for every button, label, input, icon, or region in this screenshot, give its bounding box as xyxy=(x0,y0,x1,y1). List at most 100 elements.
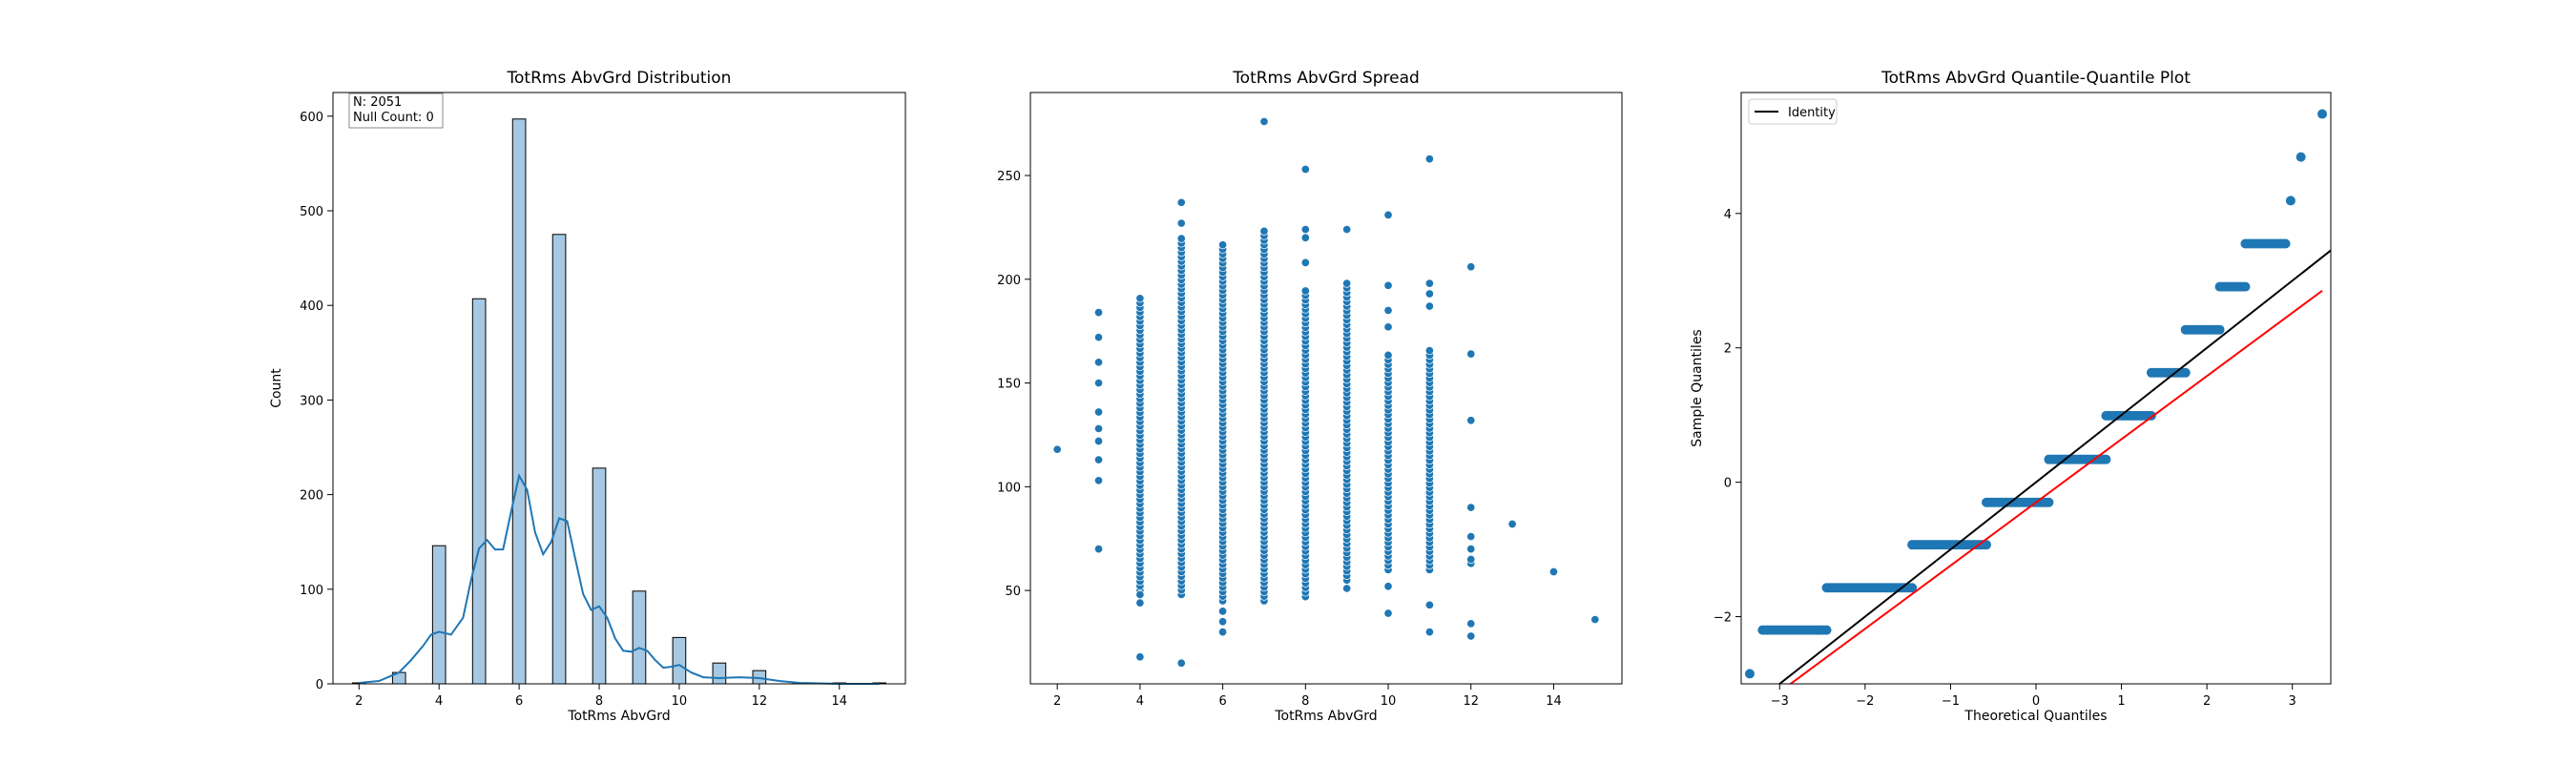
histogram-x-tick-label: 10 xyxy=(672,694,688,709)
spread-point xyxy=(1466,545,1476,554)
qq-point xyxy=(2180,367,2191,378)
spread-x-tick-label: 10 xyxy=(1381,694,1397,709)
histogram-bar xyxy=(431,545,447,685)
histogram-y-tick-label: 0 xyxy=(316,678,323,692)
histogram-axis-ticks: 2 4 6 8 10 12 14 0 100 200 300 400 500 600 xyxy=(300,111,847,709)
histogram-x-tick-label: 4 xyxy=(435,694,443,709)
spread-point xyxy=(1093,423,1104,433)
qq-y-tick-label: −2 xyxy=(1714,611,1732,626)
qq-legend: Identity xyxy=(1748,98,1838,125)
spread-point xyxy=(1259,226,1269,236)
histogram-x-tick-label: 2 xyxy=(355,694,363,709)
fit-line xyxy=(1789,290,2323,684)
spread-point xyxy=(1176,658,1186,668)
spread-point xyxy=(1466,554,1476,565)
spread-x-tick-label: 4 xyxy=(1136,694,1144,709)
histogram-y-tick-label: 600 xyxy=(300,111,323,125)
spread-point xyxy=(1135,589,1145,600)
histogram-x-tick-label: 12 xyxy=(752,694,768,709)
spread-point xyxy=(1424,628,1434,637)
qq-point xyxy=(1744,669,1755,679)
stats-annotation-box: N: 2051 Null Count: 0 xyxy=(348,93,444,129)
qq-point xyxy=(2214,324,2225,335)
spread-point xyxy=(1093,308,1104,318)
histogram-bar xyxy=(551,234,567,685)
histogram-bar xyxy=(672,636,687,685)
histogram-y-tick-label: 100 xyxy=(300,584,323,598)
qq-y-label: Sample Quantiles xyxy=(1690,329,1705,446)
qq-y-tick-label: 0 xyxy=(1724,477,1732,491)
identity-line xyxy=(1777,249,2331,684)
qq-x-tick-label: −1 xyxy=(1942,694,1960,709)
histogram-y-tick-label: 200 xyxy=(300,489,323,504)
spread-point xyxy=(1466,531,1476,542)
spread-point xyxy=(1300,225,1310,235)
spread-y-tick-label: 50 xyxy=(1005,585,1021,599)
qq-point xyxy=(2280,238,2291,249)
spread-point xyxy=(1093,545,1104,554)
histogram-plot-area xyxy=(351,118,887,685)
spread-point xyxy=(1218,240,1228,250)
qq-point xyxy=(2285,196,2296,206)
spread-point xyxy=(1135,652,1145,662)
qq-point xyxy=(1982,540,1992,550)
spread-point xyxy=(1300,164,1310,175)
spread-point xyxy=(1466,416,1476,425)
histogram-y-tick-label: 400 xyxy=(300,299,323,314)
spread-point xyxy=(1093,476,1104,485)
spread-y-tick-label: 200 xyxy=(997,274,1021,288)
kde-curve xyxy=(359,473,880,685)
spread-point xyxy=(1176,234,1186,243)
histogram-bar xyxy=(592,467,607,685)
spread-point xyxy=(1548,567,1559,577)
qq-point xyxy=(1821,625,1832,635)
spread-x-tick-label: 8 xyxy=(1301,694,1309,709)
spread-y-tick-label: 250 xyxy=(997,170,1021,184)
spread-point xyxy=(1093,407,1104,417)
spread-point xyxy=(1218,607,1228,616)
spread-point xyxy=(1383,350,1393,360)
histogram-x-tick-label: 14 xyxy=(831,694,847,709)
histogram-x-tick-label: 8 xyxy=(595,694,603,709)
qq-point xyxy=(2296,152,2306,162)
spread-point xyxy=(1466,349,1476,359)
qq-x-label: Theoretical Quantiles xyxy=(1963,709,2107,724)
histogram-frame xyxy=(332,92,906,685)
qq-point xyxy=(2044,497,2054,507)
qq-point xyxy=(2240,281,2251,292)
spread-point xyxy=(1342,584,1352,593)
qq-y-tick-label: 2 xyxy=(1724,342,1732,357)
spread-point xyxy=(1424,346,1434,356)
spread-point xyxy=(1424,278,1434,288)
spread-x-tick-label: 12 xyxy=(1463,694,1479,709)
spread-point xyxy=(1424,155,1434,164)
qq-panel: TotRms AbvGrd Quantile-Quantile Plot −3−… xyxy=(1690,69,2332,724)
spread-point xyxy=(1424,600,1434,609)
spread-point xyxy=(1466,503,1476,512)
histogram-bar xyxy=(471,298,487,685)
qq-point xyxy=(2101,454,2111,464)
histogram-y-label: Count xyxy=(269,368,284,408)
spread-point xyxy=(1342,225,1352,235)
spread-point xyxy=(1300,286,1310,296)
spread-point xyxy=(1135,598,1145,608)
spread-point xyxy=(1093,436,1104,446)
stats-null-count-text: Null Count: 0 xyxy=(353,111,434,125)
spread-point xyxy=(1176,218,1186,228)
stats-n-text: N: 2051 xyxy=(353,95,402,110)
qq-x-tick-label: −3 xyxy=(1771,694,1789,709)
spread-point xyxy=(1093,379,1104,388)
spread-y-tick-label: 100 xyxy=(997,481,1021,495)
histogram-x-tick-label: 6 xyxy=(515,694,523,709)
histogram-bar xyxy=(511,118,527,685)
spread-point xyxy=(1590,615,1600,625)
spread-axis-ticks: 2 4 6 8 10 12 14 50 100 150 200 250 xyxy=(997,170,1562,709)
spread-point xyxy=(1383,582,1393,591)
spread-x-tick-label: 2 xyxy=(1053,694,1061,709)
qq-x-tick-label: 3 xyxy=(2289,694,2296,709)
spread-point xyxy=(1093,358,1104,367)
qq-x-tick-label: 0 xyxy=(2032,694,2040,709)
spread-x-tick-label: 14 xyxy=(1546,694,1562,709)
histogram-panel: TotRms AbvGrd Distribution 2 4 6 8 10 12 14 0 10… xyxy=(269,69,906,724)
spread-point xyxy=(1424,289,1434,299)
